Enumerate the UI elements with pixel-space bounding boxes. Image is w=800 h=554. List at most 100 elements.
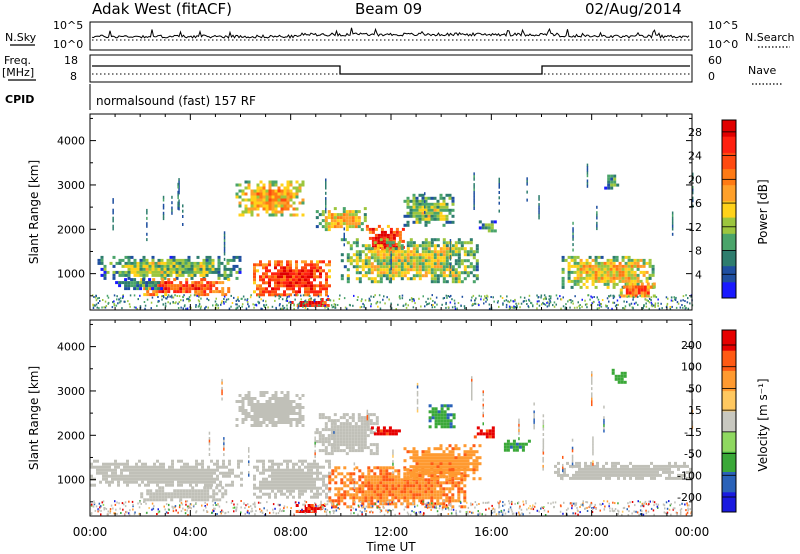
scatter-cell <box>334 475 338 479</box>
scatter-cell <box>237 462 240 466</box>
scatter-cell <box>208 261 212 265</box>
scatter-cell <box>256 412 260 415</box>
scatter-cell <box>427 496 431 500</box>
scatter-cell <box>382 499 386 503</box>
scatter-cell <box>262 281 265 285</box>
scatter-cell <box>415 244 419 248</box>
scatter-cell <box>143 293 147 297</box>
scatter-cell <box>397 478 401 482</box>
scatter-cell <box>330 449 334 453</box>
scatter-cell <box>591 270 595 274</box>
scatter-cell <box>336 437 340 441</box>
scatter-cell <box>268 492 271 496</box>
scatter-cell <box>379 493 383 497</box>
scatter-cell <box>337 487 341 491</box>
scatter-cell <box>289 198 293 202</box>
noise-cell <box>414 302 416 305</box>
scatter-cell <box>644 473 647 477</box>
scatter-cell <box>606 261 610 265</box>
scatter-cell <box>394 481 398 485</box>
scatter-cell <box>186 468 189 472</box>
scatter-cell <box>656 464 659 468</box>
scatter-cell <box>629 470 632 474</box>
scatter-cell <box>613 180 617 184</box>
noise-cell <box>177 206 179 210</box>
scatter-cell <box>331 505 335 509</box>
scatter-cell <box>295 263 298 267</box>
scatter-cell <box>430 256 434 260</box>
scatter-cell <box>385 265 389 269</box>
scatter-cell <box>503 448 507 452</box>
scatter-cell <box>689 467 692 471</box>
scatter-cell <box>189 468 192 472</box>
scatter-cell <box>440 410 444 414</box>
scatter-cell <box>351 413 355 417</box>
scatter-cell <box>330 443 334 447</box>
scatter-cell <box>382 475 386 479</box>
scatter-cell <box>442 474 446 478</box>
scatter-cell <box>227 290 231 294</box>
scatter-cell <box>445 481 449 485</box>
noise-cell <box>286 307 288 310</box>
scatter-cell <box>336 449 340 453</box>
noise-cell <box>502 303 504 306</box>
scatter-cell <box>377 224 381 228</box>
scatter-cell <box>265 480 268 484</box>
scatter-cell <box>173 489 177 493</box>
scatter-cell <box>686 470 689 474</box>
scatter-cell <box>357 210 361 214</box>
scatter-cell <box>333 434 337 438</box>
scatter-cell <box>262 459 265 463</box>
scatter-cell <box>388 268 392 272</box>
scatter-cell <box>345 210 349 214</box>
noise-cell <box>250 294 252 297</box>
scatter-cell <box>117 477 120 481</box>
noise-cell <box>498 201 500 205</box>
scatter-cell <box>380 239 384 243</box>
scatter-cell <box>434 422 438 426</box>
scatter-cell <box>415 265 419 269</box>
scatter-cell <box>475 456 479 460</box>
scatter-cell <box>430 238 434 242</box>
scatter-cell <box>93 459 96 463</box>
scatter-cell <box>354 213 358 217</box>
scatter-cell <box>268 180 272 184</box>
scatter-cell <box>561 285 565 289</box>
scatter-cell <box>197 293 201 297</box>
scatter-cell <box>247 415 251 418</box>
scatter-cell <box>345 219 349 223</box>
scatter-cell <box>199 264 203 268</box>
scatter-cell <box>466 462 470 466</box>
scatter-cell <box>606 279 610 283</box>
scatter-cell <box>271 189 275 193</box>
scatter-cell <box>448 220 452 224</box>
scatter-cell <box>397 490 401 494</box>
scatter-cell <box>304 489 307 493</box>
scatter-cell <box>345 213 349 217</box>
scatter-cell <box>176 492 180 496</box>
noise-cell <box>369 299 371 302</box>
scatter-cell <box>352 493 356 497</box>
scatter-cell <box>443 419 447 423</box>
scatter-cell <box>354 216 358 220</box>
scatter-cell <box>409 244 413 248</box>
scatter-cell <box>424 478 428 482</box>
scatter-cell <box>406 247 410 251</box>
scatter-cell <box>145 270 149 274</box>
scatter-cell <box>457 462 461 466</box>
scatter-cell <box>600 279 604 283</box>
scatter-cell <box>621 270 625 274</box>
scatter-cell <box>395 242 399 246</box>
scatter-cell <box>370 502 374 506</box>
scatter-cell <box>274 204 278 208</box>
scatter-cell <box>445 453 449 457</box>
scatter-cell <box>265 189 269 193</box>
scatter-cell <box>585 270 589 274</box>
noise-cell <box>538 197 540 201</box>
scatter-cell <box>448 462 452 466</box>
scatter-cell <box>427 205 431 209</box>
scatter-cell <box>103 273 107 277</box>
scatter-cell <box>253 477 256 481</box>
scatter-cell <box>268 278 271 282</box>
